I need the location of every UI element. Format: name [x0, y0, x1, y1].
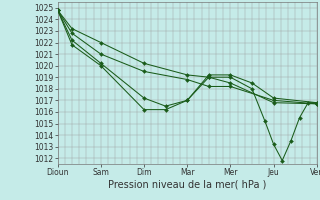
X-axis label: Pression niveau de la mer( hPa ): Pression niveau de la mer( hPa ) [108, 180, 266, 190]
